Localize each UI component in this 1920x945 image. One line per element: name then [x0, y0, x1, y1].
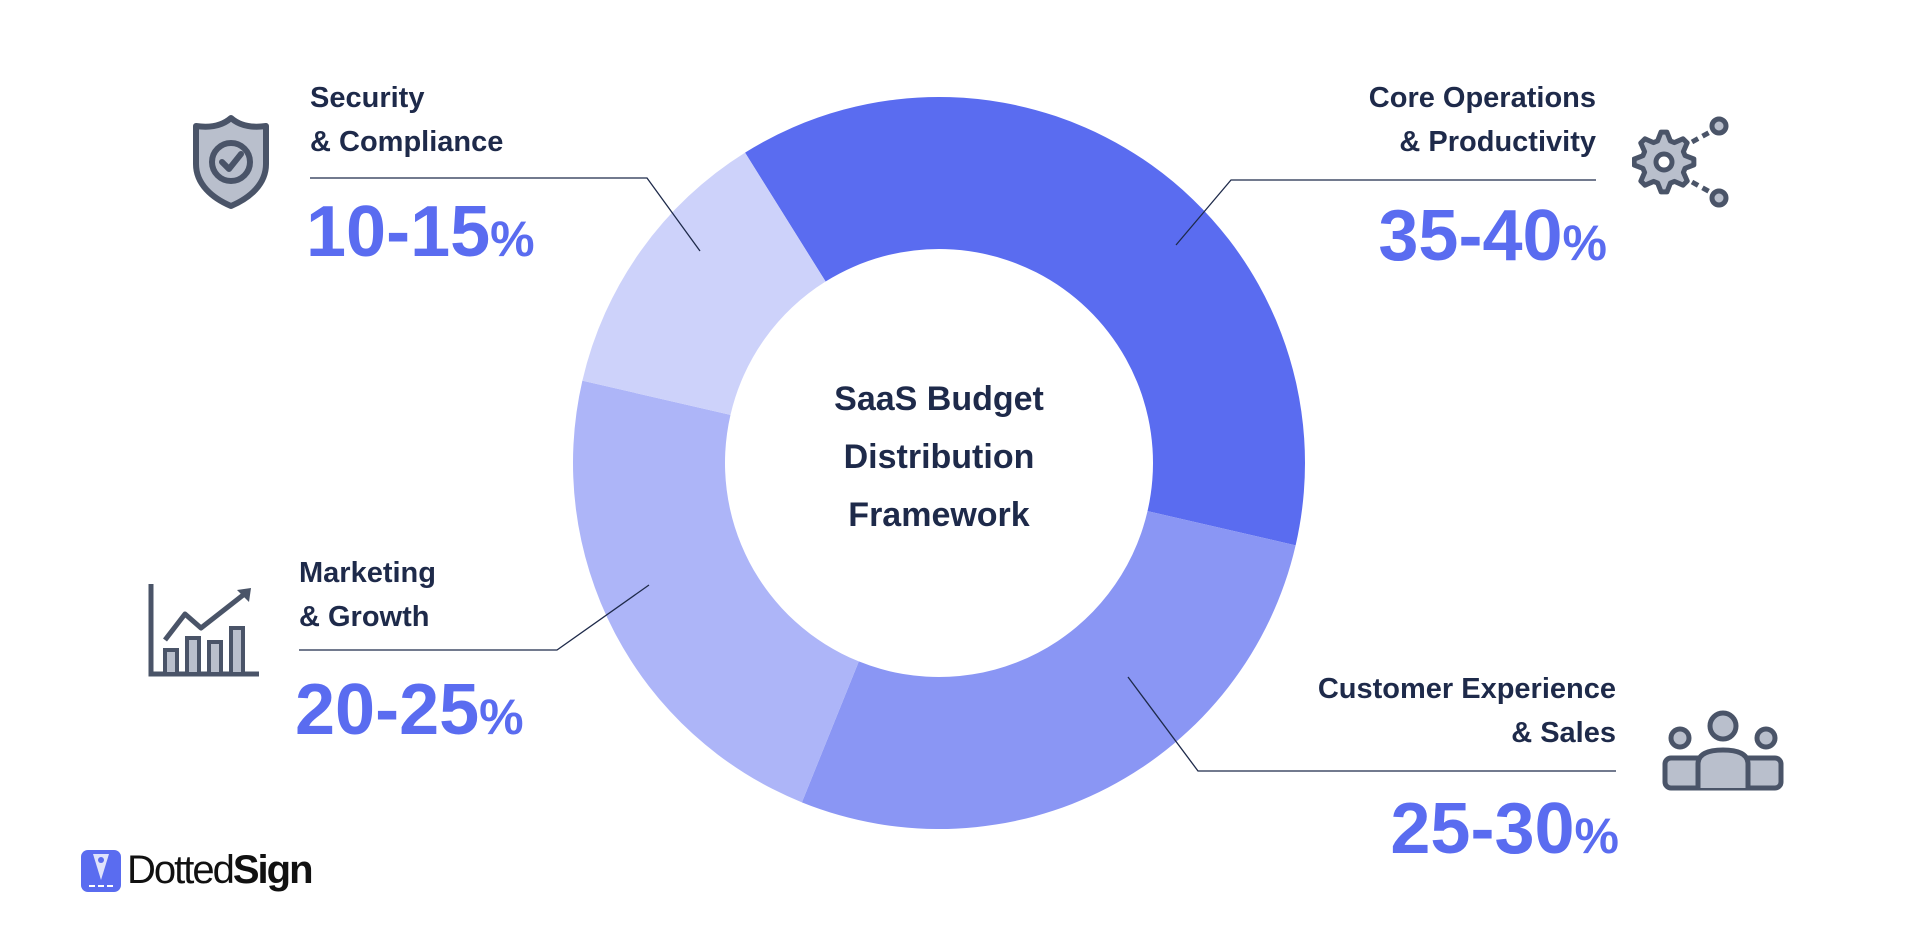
title-line: Distribution — [843, 438, 1035, 476]
range-value: 20-25 — [295, 670, 480, 750]
logo-wordmark: DottedSign — [127, 848, 314, 893]
percent-core: 35-40% — [1378, 196, 1607, 283]
label-security: Security & Compliance — [310, 76, 503, 164]
range-value: 35-40 — [1378, 196, 1563, 276]
label-line: Security — [310, 82, 425, 114]
label-line: & Sales — [1511, 717, 1616, 749]
percent-customer: 25-30% — [1390, 789, 1619, 876]
percent-sign: % — [479, 689, 524, 745]
label-line: Customer Experience — [1317, 673, 1616, 705]
range-value: 10-15 — [306, 192, 491, 272]
leader-line-core — [1175, 179, 1596, 246]
label-line: & Productivity — [1399, 126, 1596, 158]
pen-logo-icon — [81, 849, 121, 892]
percent-sign: % — [490, 211, 535, 267]
label-line: & Compliance — [310, 126, 504, 158]
donut-slice-marketing-growth — [572, 380, 859, 803]
logo-text-bold: Sign — [232, 848, 314, 892]
leader-line-customer — [1127, 676, 1616, 772]
shield-check-icon — [193, 115, 269, 209]
leader-line-security — [310, 177, 701, 252]
dottedsign-logo: DottedSign — [81, 848, 314, 893]
growth-chart-icon — [148, 584, 259, 677]
people-group-icon — [1662, 710, 1784, 791]
label-customer: Customer Experience & Sales — [1318, 667, 1616, 755]
label-line: & Growth — [299, 601, 430, 633]
label-marketing: Marketing & Growth — [299, 551, 436, 639]
percent-sign: % — [1574, 808, 1619, 864]
chart-center-title: SaaS Budget Distribution Framework — [739, 370, 1139, 544]
label-line: Core Operations — [1368, 82, 1596, 114]
percent-marketing: 20-25% — [295, 670, 524, 757]
percent-security: 10-15% — [306, 192, 535, 279]
leader-line-marketing — [299, 584, 650, 651]
donut-slice-core-operations-productivity — [745, 97, 1305, 546]
donut-slice-security-compliance — [582, 152, 826, 415]
label-line: Marketing — [299, 557, 436, 589]
logo-text-light: Dotted — [127, 848, 235, 892]
percent-sign: % — [1562, 215, 1607, 271]
title-line: SaaS Budget — [834, 380, 1044, 418]
label-core: Core Operations & Productivity — [1369, 76, 1596, 164]
title-line: Framework — [848, 496, 1030, 534]
gear-network-icon — [1632, 116, 1729, 208]
donut-slice-customer-experience-sales — [801, 511, 1296, 830]
range-value: 25-30 — [1390, 789, 1575, 869]
